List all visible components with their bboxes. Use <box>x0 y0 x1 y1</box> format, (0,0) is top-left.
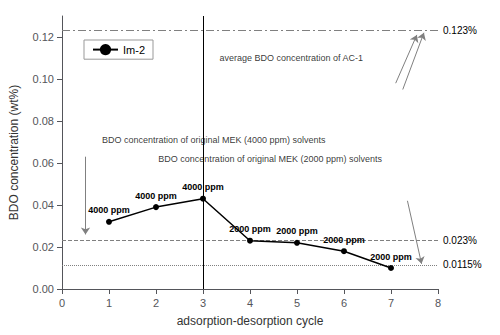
svg-text:5: 5 <box>294 297 300 309</box>
svg-text:6: 6 <box>341 297 347 309</box>
svg-text:2: 2 <box>153 297 159 309</box>
svg-text:0.12: 0.12 <box>33 31 54 43</box>
svg-text:2000 ppm: 2000 ppm <box>370 252 412 262</box>
svg-text:Im-2: Im-2 <box>123 44 145 56</box>
svg-text:2000 ppm: 2000 ppm <box>229 224 271 234</box>
svg-text:0: 0 <box>59 297 65 309</box>
svg-text:2000 ppm: 2000 ppm <box>276 226 318 236</box>
svg-text:7: 7 <box>388 297 394 309</box>
svg-text:BDO concentration (wt%): BDO concentration (wt%) <box>7 85 21 220</box>
svg-text:1: 1 <box>106 297 112 309</box>
svg-text:8: 8 <box>435 297 441 309</box>
svg-text:4000 ppm: 4000 ppm <box>182 182 224 192</box>
svg-text:adsorption-desorption cycle: adsorption-desorption cycle <box>177 314 324 328</box>
svg-text:3: 3 <box>200 297 206 309</box>
svg-text:0.023%: 0.023% <box>443 235 477 246</box>
svg-text:0.0115%: 0.0115% <box>443 259 482 270</box>
svg-text:0.00: 0.00 <box>33 283 54 295</box>
svg-text:4: 4 <box>247 297 253 309</box>
svg-text:0.02: 0.02 <box>33 241 54 253</box>
svg-text:4000 ppm: 4000 ppm <box>135 191 177 201</box>
svg-text:0.04: 0.04 <box>33 199 54 211</box>
svg-text:average BDO concentration of A: average BDO concentration of AC-1 <box>219 53 363 63</box>
svg-text:4000 ppm: 4000 ppm <box>88 205 130 215</box>
svg-text:0.10: 0.10 <box>33 73 54 85</box>
svg-text:BDO concentration of original: BDO concentration of original MEK (2000 … <box>158 154 382 164</box>
svg-text:0.06: 0.06 <box>33 157 54 169</box>
svg-text:0.08: 0.08 <box>33 115 54 127</box>
svg-text:2000 ppm: 2000 ppm <box>323 235 365 245</box>
svg-text:BDO concentration of original: BDO concentration of original MEK (4000 … <box>102 135 326 145</box>
svg-text:0.123%: 0.123% <box>443 25 477 36</box>
